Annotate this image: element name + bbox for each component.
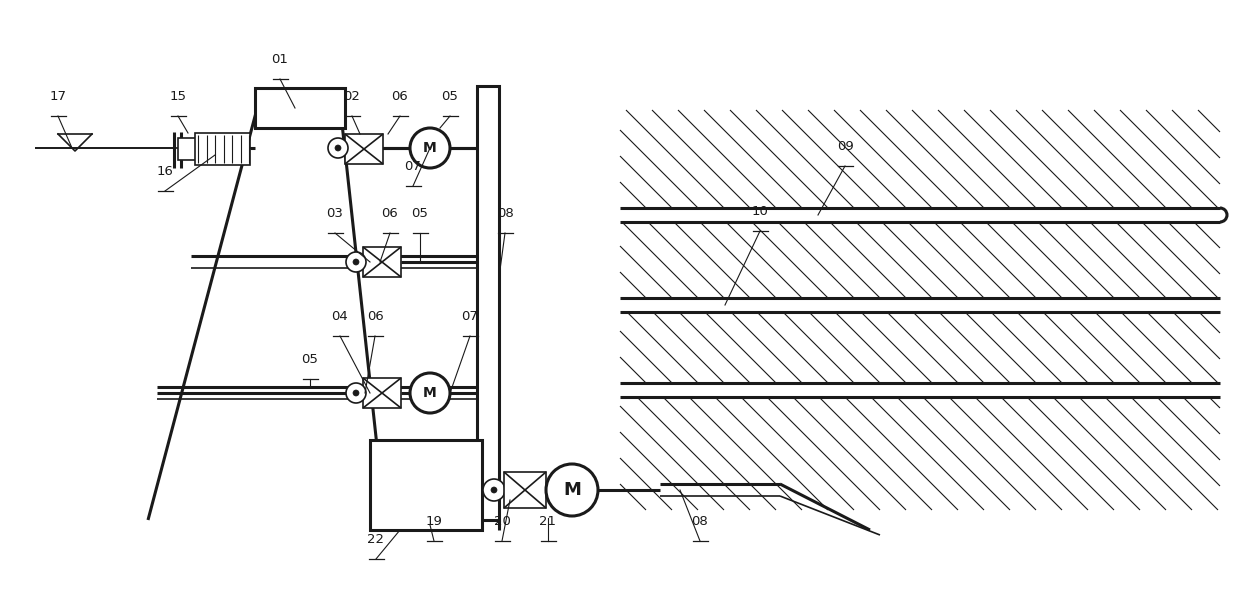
Text: 19: 19	[425, 515, 443, 528]
Circle shape	[346, 383, 366, 403]
Text: 06: 06	[382, 207, 398, 220]
Circle shape	[353, 259, 360, 265]
Circle shape	[346, 252, 366, 272]
Circle shape	[484, 479, 505, 501]
Text: 06: 06	[392, 90, 408, 103]
Circle shape	[491, 487, 497, 493]
Text: M: M	[423, 386, 436, 400]
Text: 07: 07	[404, 160, 422, 173]
Bar	[363, 378, 401, 408]
Text: 03: 03	[326, 207, 343, 220]
Text: 05: 05	[412, 207, 429, 220]
Bar	[363, 247, 401, 277]
Bar	[503, 472, 546, 508]
Text: 04: 04	[331, 310, 348, 323]
Circle shape	[546, 464, 598, 516]
Text: 22: 22	[367, 533, 384, 546]
Bar	[195, 133, 250, 165]
Circle shape	[353, 390, 360, 396]
Text: 02: 02	[343, 90, 361, 103]
Text: M: M	[563, 481, 580, 499]
Circle shape	[410, 128, 450, 168]
Text: 01: 01	[272, 53, 289, 66]
Bar	[179, 138, 196, 160]
Text: 09: 09	[837, 140, 853, 153]
Text: 06: 06	[367, 310, 383, 323]
Text: 21: 21	[539, 515, 557, 528]
Text: 07: 07	[461, 310, 479, 323]
Text: 05: 05	[301, 353, 319, 366]
Bar	[477, 86, 498, 520]
Text: 05: 05	[441, 90, 459, 103]
Text: 16: 16	[156, 165, 174, 178]
Text: 08: 08	[692, 515, 708, 528]
Text: 08: 08	[497, 207, 513, 220]
Text: 10: 10	[751, 205, 769, 218]
Text: 17: 17	[50, 90, 67, 103]
Circle shape	[410, 373, 450, 413]
Circle shape	[335, 145, 341, 151]
Bar	[370, 440, 482, 530]
Circle shape	[329, 138, 348, 158]
Bar	[255, 88, 345, 128]
Text: 20: 20	[494, 515, 511, 528]
Text: 15: 15	[170, 90, 186, 103]
Text: M: M	[423, 141, 436, 155]
Bar	[345, 134, 383, 164]
